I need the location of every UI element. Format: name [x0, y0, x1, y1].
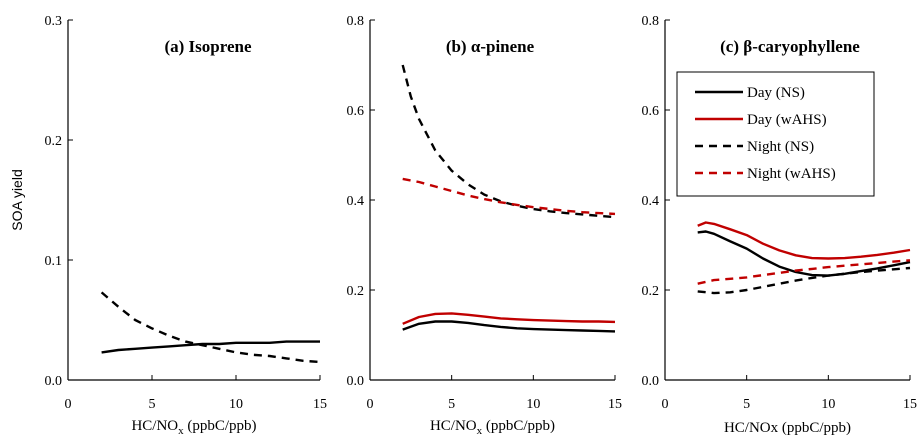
- x-tick-label: 15: [903, 397, 917, 412]
- legend: Day (NS) Day (wAHS) Night (NS) Night (wAHS): [676, 71, 875, 197]
- series-line-night-ns: [401, 64, 616, 219]
- y-tick-label: 0.2: [347, 284, 365, 299]
- x-tick-label: 10: [821, 397, 835, 412]
- chart-panel-2: 0.0 0.2 0.4 0.6 0.8 0 5 10 15 (b) α-pinene HC/NOx …: [347, 14, 623, 437]
- x-tick-label: 5: [448, 397, 455, 412]
- series-line-day-ns: [101, 340, 320, 354]
- y-tick-label: 0.3: [45, 14, 63, 29]
- panel-title: (c) β-caryophyllene: [720, 37, 860, 56]
- x-tick-label: 15: [313, 397, 327, 412]
- y-tick-label: 0.2: [45, 134, 63, 149]
- y-tick-label: 0.0: [642, 374, 660, 389]
- chart-panel-1: 0.0 0.1 0.2 0.3 0 5 10 15 (a) Isoprene HC/NOx (pp…: [9, 14, 327, 437]
- x-tick-label: 0: [662, 397, 669, 412]
- y-tick-label: 0.4: [347, 194, 365, 209]
- x-axis-label: HC/NOx (ppbC/ppb): [131, 418, 256, 437]
- x-axis-label-subscript: x: [477, 425, 483, 437]
- panel-title: (b) α-pinene: [446, 37, 535, 56]
- y-tick-label: 0.0: [347, 374, 365, 389]
- series-line-day-wahs: [697, 221, 911, 260]
- y-tick-label: 0.4: [642, 194, 660, 209]
- series-line-day-wahs: [402, 312, 616, 325]
- y-tick-label: 0.8: [347, 14, 365, 29]
- chart-panel-3: 0.0 0.2 0.4 0.6 0.8 0 5 10 15 (c) β-caryophyllene…: [642, 14, 918, 436]
- x-tick-label: 0: [65, 397, 72, 412]
- x-tick-label: 10: [229, 397, 243, 412]
- x-axis-label-unit: (ppbC/ppb): [184, 418, 257, 434]
- series-line-night-wahs: [402, 177, 616, 216]
- x-axis-label-main: HC/NO: [430, 418, 477, 434]
- x-tick-label: 5: [743, 397, 750, 412]
- x-tick-label: 10: [526, 397, 540, 412]
- legend-label: Night (NS): [747, 139, 814, 155]
- legend-label: Night (wAHS): [747, 166, 836, 182]
- y-tick-label: 0.8: [642, 14, 660, 29]
- x-axis-label-unit: (ppbC/ppb): [482, 418, 555, 434]
- x-axis-label: HC/NOx (ppbC/ppb): [724, 420, 851, 436]
- x-tick-label: 0: [367, 397, 374, 412]
- series-line-night-ns: [100, 291, 321, 364]
- legend-label: Day (wAHS): [747, 112, 827, 128]
- x-tick-label: 5: [149, 397, 156, 412]
- x-tick-label: 15: [608, 397, 622, 412]
- legend-label: Day (NS): [747, 85, 805, 101]
- y-tick-label: 0.2: [642, 284, 660, 299]
- series-line-night-wahs: [697, 259, 911, 285]
- x-axis-label-main: HC/NO: [131, 418, 178, 434]
- series-line-day-ns: [697, 230, 911, 277]
- y-tick-label: 0.1: [45, 254, 63, 269]
- y-tick-label: 0.6: [642, 104, 660, 119]
- series-line-night-ns: [697, 266, 911, 295]
- panel-title: (a) Isoprene: [164, 37, 251, 56]
- series-line-day-ns: [402, 320, 616, 333]
- x-axis-label: HC/NOx (ppbC/ppb): [430, 418, 555, 437]
- y-axis-label: SOA yield: [9, 169, 25, 230]
- x-axis-label-subscript: x: [178, 425, 184, 437]
- y-tick-label: 0.0: [45, 374, 63, 389]
- y-tick-label: 0.6: [347, 104, 365, 119]
